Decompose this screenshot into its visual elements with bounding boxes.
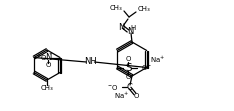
Text: O: O <box>126 56 131 61</box>
Text: N: N <box>127 27 133 36</box>
Text: $^{-}$O: $^{-}$O <box>106 82 118 91</box>
Text: N: N <box>45 53 51 62</box>
Text: O: O <box>133 93 139 99</box>
Text: NH: NH <box>84 57 97 66</box>
Text: O: O <box>126 73 131 79</box>
Text: O: O <box>45 61 51 67</box>
Text: CH₃: CH₃ <box>109 5 122 11</box>
Text: C: C <box>126 82 132 91</box>
Text: $^{+}$: $^{+}$ <box>48 53 53 57</box>
Text: Na$^{+}$: Na$^{+}$ <box>150 54 165 65</box>
Text: Na$^{+}$: Na$^{+}$ <box>114 91 130 101</box>
Text: CH₃: CH₃ <box>41 85 53 91</box>
Text: S: S <box>125 62 132 72</box>
Text: H: H <box>130 25 136 31</box>
Text: O$^{-}$: O$^{-}$ <box>141 63 152 72</box>
Text: N: N <box>118 23 124 32</box>
Text: CH₃: CH₃ <box>138 6 151 12</box>
Text: $^{-}$O: $^{-}$O <box>36 53 48 62</box>
